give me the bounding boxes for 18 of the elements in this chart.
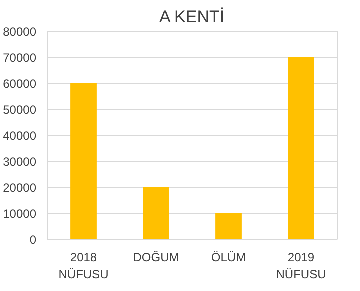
y-tick-label: 60000 bbox=[3, 77, 37, 91]
bar bbox=[216, 213, 242, 240]
x-tick-label: DOĞUM bbox=[133, 250, 180, 264]
bar bbox=[143, 187, 170, 240]
y-tick-label: 30000 bbox=[3, 155, 37, 169]
bar bbox=[288, 57, 314, 240]
y-tick-label: 80000 bbox=[3, 25, 37, 39]
x-tick-label: 2018 NÜFUSU bbox=[58, 250, 109, 282]
x-tick-label: 2019 NÜFUSU bbox=[276, 250, 326, 282]
y-tick-label: 50000 bbox=[3, 103, 37, 117]
y-tick-label: 40000 bbox=[3, 129, 37, 143]
x-tick-label: ÖLÜM bbox=[211, 250, 246, 264]
y-tick-label: 70000 bbox=[3, 51, 37, 65]
bar bbox=[70, 83, 97, 240]
chart-title: A KENTİ bbox=[159, 8, 225, 26]
y-tick-label: 0 bbox=[30, 233, 37, 247]
y-tick-label: 10000 bbox=[3, 207, 37, 221]
y-tick-label: 20000 bbox=[3, 181, 37, 195]
